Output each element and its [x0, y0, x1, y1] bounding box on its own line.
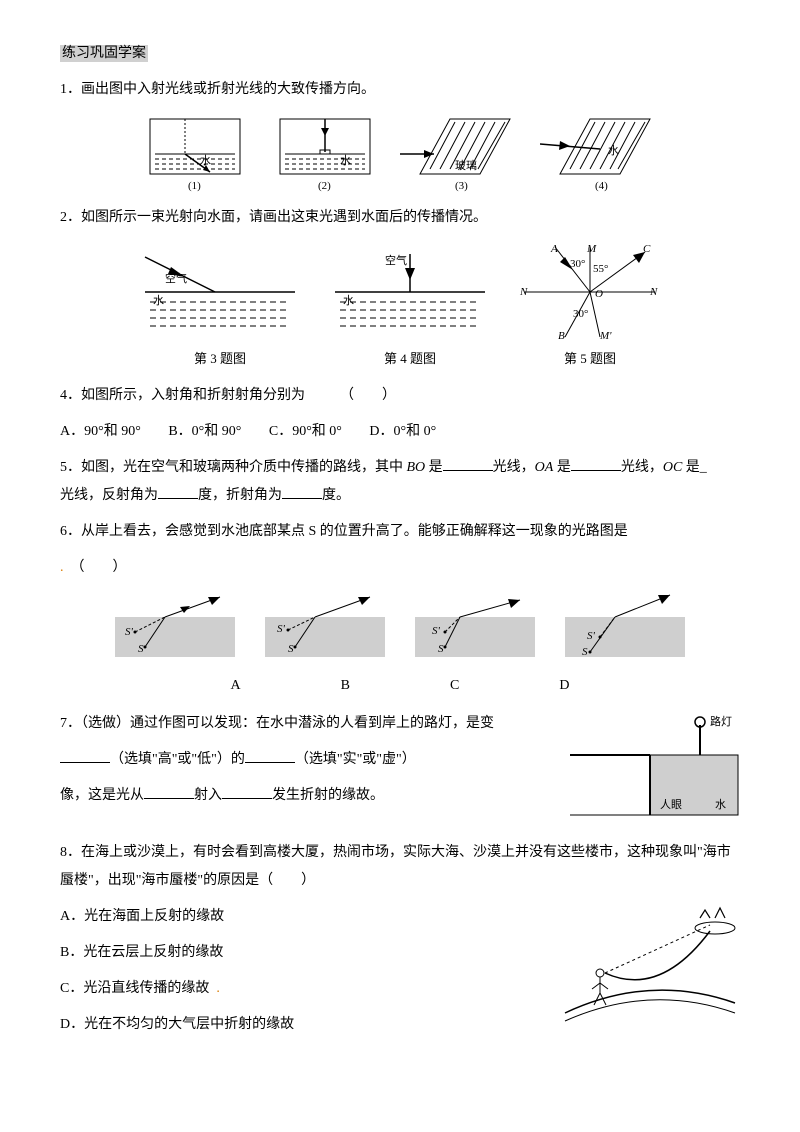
q4-caption: 第 4 题图: [384, 346, 436, 372]
q5-text: 5．如图，光在空气和玻璃两种介质中传播的路线，其中 BO 是光线，OA 是光线，…: [60, 454, 740, 510]
q6-paren: . （ ）: [60, 554, 740, 582]
svg-text:A: A: [550, 243, 558, 255]
svg-text:B: B: [558, 330, 565, 342]
q3-fig: 空气 水: [135, 252, 305, 342]
svg-text:空气: 空气: [165, 271, 187, 285]
svg-text:M': M': [599, 330, 612, 342]
svg-text:空气: 空气: [385, 253, 407, 267]
q7-figure: 路灯 人眼 水: [570, 710, 740, 831]
svg-text:C: C: [643, 243, 651, 255]
svg-text:水: 水: [153, 294, 164, 307]
q7-block: 路灯 人眼 水 7．（选做）通过作图可以发现：在水中潜泳的人看到岸上的路灯，是变…: [60, 710, 740, 831]
q1-figures: 水 (1) 水 (2) 玻璃 (3) 水 (4): [60, 114, 740, 194]
q6-fig-a: S' S: [110, 592, 240, 662]
q6-opt-d[interactable]: D: [559, 672, 569, 700]
q6-fig-b: S' S: [260, 592, 390, 662]
q3-caption: 第 3 题图: [194, 346, 246, 372]
svg-text:(1): (1): [188, 180, 201, 192]
q4-stem: 4．如图所示，入射角和折射射角分别为: [60, 388, 305, 403]
q7-blank1[interactable]: [60, 748, 110, 763]
svg-text:S: S: [438, 643, 444, 655]
orange-dot-icon: .: [216, 981, 220, 996]
svg-text:S': S': [432, 625, 441, 637]
svg-text:S: S: [582, 646, 588, 658]
q5-blank4[interactable]: [282, 484, 322, 499]
svg-text:水: 水: [608, 144, 619, 157]
q4-opt-a[interactable]: A．90°和 90°: [60, 424, 141, 439]
q1-fig4: 水 (4): [540, 114, 660, 194]
svg-text:S': S': [125, 626, 134, 638]
q6-text: 6．从岸上看去，会感觉到水池底部某点 S 的位置升高了。能够正确解释这一现象的光…: [60, 518, 740, 546]
svg-text:S: S: [288, 643, 294, 655]
q1-text: 1．画出图中入射光线或折射光线的大致传播方向。: [60, 76, 740, 104]
q5-blank1[interactable]: [443, 456, 493, 471]
svg-text:55°: 55°: [593, 263, 608, 275]
svg-text:(2): (2): [318, 180, 331, 192]
svg-text:水: 水: [715, 798, 726, 811]
q4-text: 4．如图所示，入射角和折射射角分别为 （ ）: [60, 382, 740, 410]
svg-text:水: 水: [343, 294, 354, 307]
q8-text: 8．在海上或沙漠上，有时会看到高楼大厦，热闹市场，实际大海、沙漠上并没有这些楼市…: [60, 839, 740, 895]
q6-opt-a[interactable]: A: [231, 672, 241, 700]
q1-fig3: 玻璃 (3): [400, 114, 520, 194]
svg-text:水: 水: [340, 154, 351, 167]
svg-text:30°: 30°: [570, 258, 585, 270]
svg-text:S': S': [277, 623, 286, 635]
title: 练习巩固学案: [60, 40, 740, 68]
svg-text:M: M: [586, 243, 597, 255]
svg-text:(3): (3): [455, 180, 468, 192]
svg-text:N: N: [649, 286, 658, 298]
q5-fig: A M C N N O B M' 55° 30° 30°: [515, 242, 665, 342]
q2-text: 2．如图所示一束光射向水面，请画出这束光遇到水面后的传播情况。: [60, 204, 740, 232]
q6-fig-d: S' S: [560, 592, 690, 662]
svg-text:路灯: 路灯: [710, 715, 732, 728]
svg-text:S': S': [587, 630, 596, 642]
q6-opt-labels: A B C D: [60, 672, 740, 700]
svg-text:玻璃: 玻璃: [455, 158, 477, 172]
q1-fig1: 水 (1): [140, 114, 250, 194]
svg-text:N: N: [519, 286, 528, 298]
q4-opt-d[interactable]: D．0°和 0°: [369, 424, 436, 439]
svg-text:水: 水: [200, 154, 211, 167]
q4-paren: （ ）: [340, 388, 396, 403]
q8-block: A．光在海面上反射的缘故 B．光在云层上反射的缘故 C．光沿直线传播的缘故 . …: [60, 903, 740, 1047]
svg-text:S: S: [138, 643, 144, 655]
q7-blank4[interactable]: [222, 784, 272, 799]
orange-dot-icon: .: [60, 560, 64, 575]
q5-caption: 第 5 题图: [564, 346, 616, 372]
q6-opt-b[interactable]: B: [341, 672, 350, 700]
svg-text:人眼: 人眼: [660, 798, 682, 811]
title-text: 练习巩固学案: [60, 45, 148, 62]
q2-figures: 空气 水 第 3 题图 空气 水 第 4 题图 A M C N N O B M'…: [60, 242, 740, 372]
q5-blank3[interactable]: [158, 484, 198, 499]
q6-fig-c: S' S: [410, 592, 540, 662]
svg-text:30°: 30°: [573, 308, 588, 320]
q4-opt-c[interactable]: C．90°和 0°: [269, 424, 342, 439]
q6-opt-c[interactable]: C: [450, 672, 459, 700]
q1-fig2: 水 (2): [270, 114, 380, 194]
q4-opt-b[interactable]: B．0°和 90°: [168, 424, 241, 439]
q7-blank2[interactable]: [245, 748, 295, 763]
q6-figures: S' S S' S S' S S' S: [60, 592, 740, 662]
q4-fig: 空气 水: [325, 252, 495, 342]
q8-figure: [560, 903, 740, 1034]
q4-options: A．90°和 90° B．0°和 90° C．90°和 0° D．0°和 0°: [60, 418, 740, 446]
q7-blank3[interactable]: [144, 784, 194, 799]
svg-text:(4): (4): [595, 180, 608, 192]
svg-text:O: O: [595, 288, 603, 300]
q5-blank2[interactable]: [571, 456, 621, 471]
